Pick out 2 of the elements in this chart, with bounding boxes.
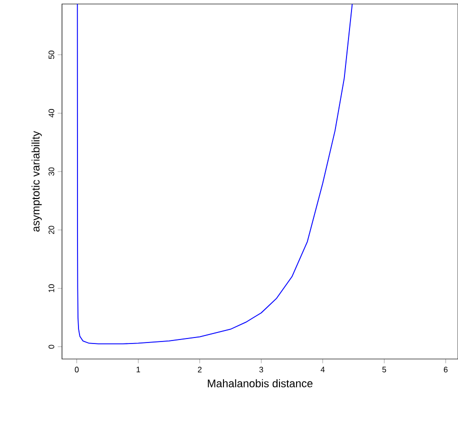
- y-axis-title: asymptotic variability: [32, 131, 42, 232]
- x-axis-title: Mahalanobis distance: [208, 379, 312, 388]
